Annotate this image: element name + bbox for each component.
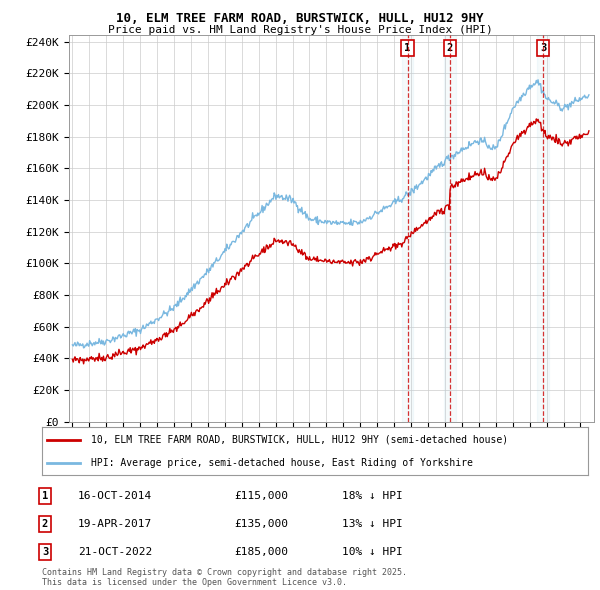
Bar [401,35,413,422]
Text: 10, ELM TREE FARM ROAD, BURSTWICK, HULL, HU12 9HY (semi-detached house): 10, ELM TREE FARM ROAD, BURSTWICK, HULL,… [91,435,508,445]
Text: 1: 1 [404,43,410,53]
Text: 2: 2 [447,43,453,53]
Text: 18% ↓ HPI: 18% ↓ HPI [342,491,403,500]
Text: 19-APR-2017: 19-APR-2017 [78,519,152,529]
Text: 13% ↓ HPI: 13% ↓ HPI [342,519,403,529]
Text: 1: 1 [42,491,48,500]
Text: 2: 2 [42,519,48,529]
Text: 21-OCT-2022: 21-OCT-2022 [78,548,152,557]
Text: £135,000: £135,000 [234,519,288,529]
Text: 3: 3 [540,43,546,53]
Text: Price paid vs. HM Land Registry's House Price Index (HPI): Price paid vs. HM Land Registry's House … [107,25,493,35]
Text: 10, ELM TREE FARM ROAD, BURSTWICK, HULL, HU12 9HY: 10, ELM TREE FARM ROAD, BURSTWICK, HULL,… [116,12,484,25]
Text: HPI: Average price, semi-detached house, East Riding of Yorkshire: HPI: Average price, semi-detached house,… [91,458,473,468]
Bar [537,35,549,422]
Text: 16-OCT-2014: 16-OCT-2014 [78,491,152,500]
Bar [444,35,456,422]
Text: £115,000: £115,000 [234,491,288,500]
Text: 10% ↓ HPI: 10% ↓ HPI [342,548,403,557]
Text: Contains HM Land Registry data © Crown copyright and database right 2025.
This d: Contains HM Land Registry data © Crown c… [42,568,407,587]
Text: 3: 3 [42,548,48,557]
Text: £185,000: £185,000 [234,548,288,557]
